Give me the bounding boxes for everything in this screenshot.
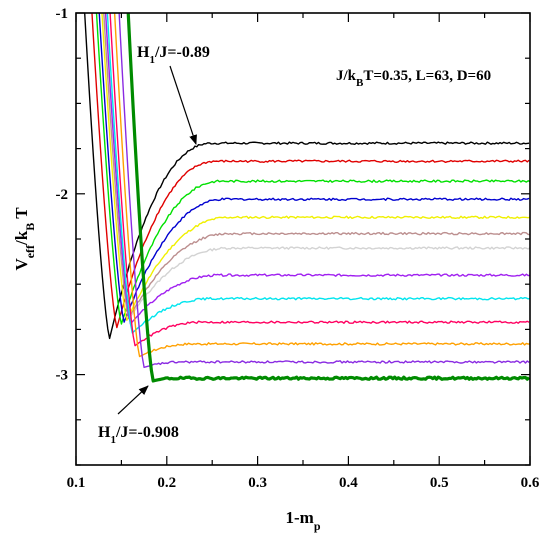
- annotation-bottom-label: H1/J=-0.908: [98, 424, 179, 446]
- x-tick-label: 0.1: [67, 475, 86, 491]
- series-line: [104, 13, 530, 325]
- x-tick-label: 0.4: [339, 475, 358, 491]
- series-line: [118, 13, 530, 369]
- x-tick-label: 0.2: [157, 475, 176, 491]
- series-line: [98, 13, 530, 323]
- series-line: [113, 13, 530, 358]
- series-line: [104, 13, 530, 318]
- series-line: [101, 13, 530, 322]
- parameters-label: J/kBT=0.35, L=63, D=60: [336, 68, 491, 89]
- series-layer: [83, 13, 530, 383]
- annotation-top-arrow: [169, 65, 197, 145]
- x-axis-title: 1-mp: [285, 508, 320, 533]
- series-line: [83, 13, 530, 340]
- x-tick-label: 0.6: [521, 475, 540, 491]
- y-tick-label: -1: [56, 6, 69, 22]
- annotation-bottom-arrow: [117, 385, 149, 415]
- x-tick-label: 0.3: [248, 475, 267, 491]
- ticks-layer: 0.1 0.2 0.3 0.4 0.5 0.6 -1 -2 -3: [56, 6, 540, 491]
- y-axis-title: Veff/kB T: [12, 207, 37, 271]
- x-tick-label: 0.5: [430, 475, 449, 491]
- series-line: [109, 13, 530, 347]
- series-line: [91, 13, 530, 329]
- series-line: [95, 13, 530, 325]
- annotation-top-label: H1/J=-0.89: [137, 44, 210, 66]
- y-tick-label: -2: [56, 187, 69, 203]
- series-line: [103, 13, 530, 320]
- y-tick-label: -3: [56, 368, 69, 384]
- series-line: [106, 13, 530, 334]
- series-line: [126, 13, 530, 383]
